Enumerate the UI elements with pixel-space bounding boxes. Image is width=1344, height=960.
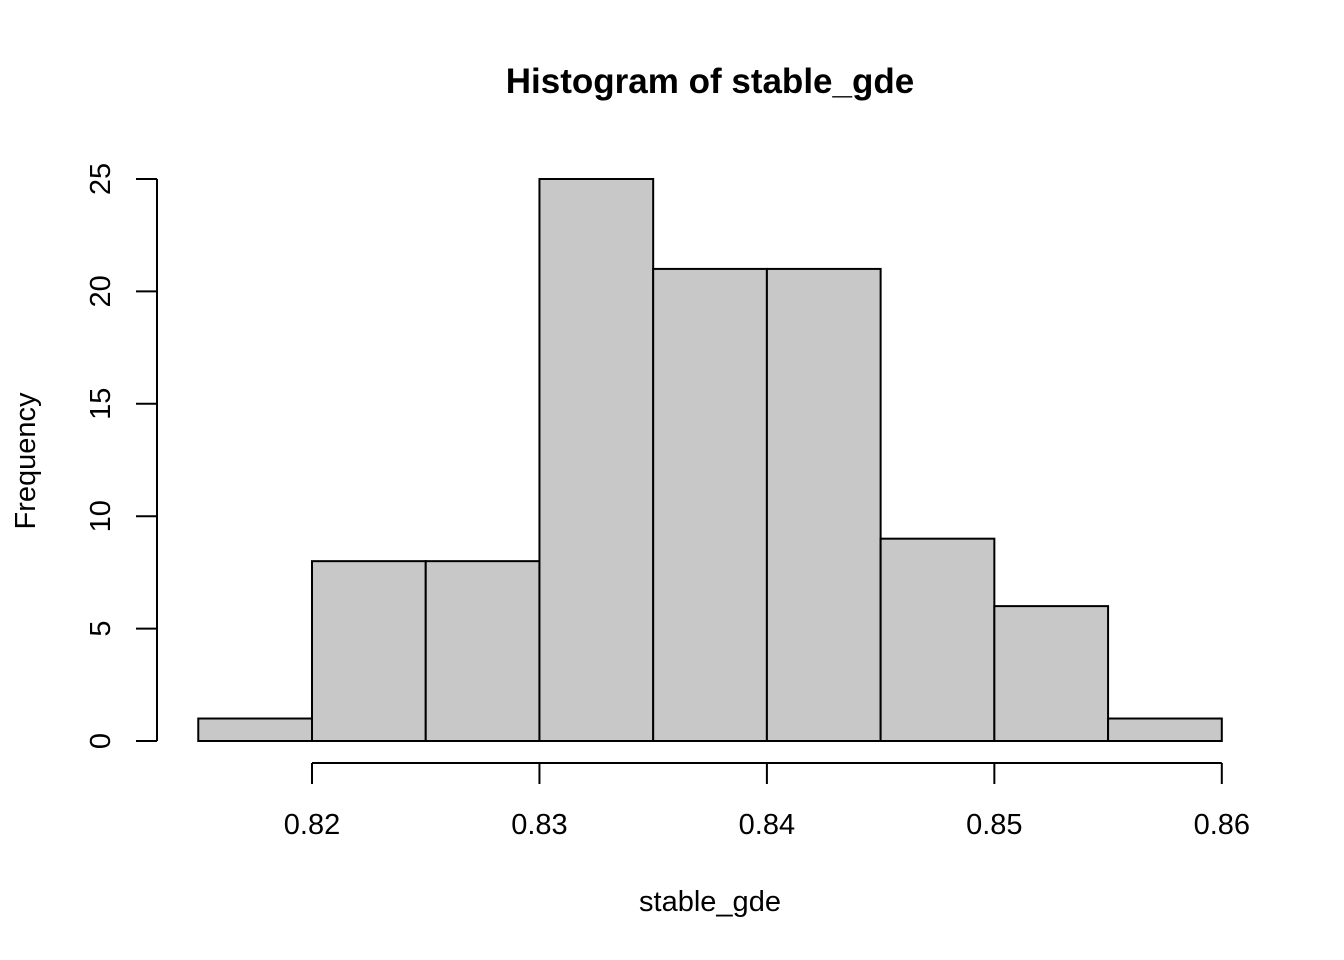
histogram-bar-6 bbox=[879, 537, 996, 742]
histogram-bar-3 bbox=[538, 178, 655, 742]
y-axis: 0 5 10 15 20 25 bbox=[85, 163, 158, 749]
chart-title: Histogram of stable_gde bbox=[506, 62, 914, 101]
x-axis: 0.82 0.83 0.84 0.85 0.86 bbox=[284, 762, 1250, 841]
histogram-bar-2 bbox=[424, 560, 541, 742]
histogram-bar-4 bbox=[652, 267, 768, 742]
y-tick-label-5: 25 bbox=[85, 163, 117, 195]
x-tick-label-2: 0.84 bbox=[739, 809, 795, 841]
y-tick-label-1: 5 bbox=[85, 621, 117, 637]
y-tick-label-3: 15 bbox=[85, 388, 117, 420]
bars-group bbox=[197, 178, 1223, 743]
histogram-bar-0 bbox=[197, 717, 313, 743]
histogram-bar-7 bbox=[993, 605, 1110, 742]
x-tick-label-3: 0.85 bbox=[966, 809, 1022, 841]
y-tick-label-2: 10 bbox=[85, 500, 117, 532]
x-axis-label: stable_gde bbox=[639, 886, 781, 918]
x-tick-label-4: 0.86 bbox=[1194, 809, 1250, 841]
y-axis-label: Frequency bbox=[10, 392, 42, 530]
x-tick-label-1: 0.83 bbox=[511, 809, 567, 841]
y-tick-label-0: 0 bbox=[85, 733, 117, 749]
histogram-bar-8 bbox=[1107, 717, 1223, 743]
x-tick-label-0: 0.82 bbox=[284, 809, 340, 841]
histogram-bar-1 bbox=[311, 560, 427, 742]
histogram-bar-5 bbox=[765, 267, 882, 742]
y-tick-label-4: 20 bbox=[85, 275, 117, 307]
